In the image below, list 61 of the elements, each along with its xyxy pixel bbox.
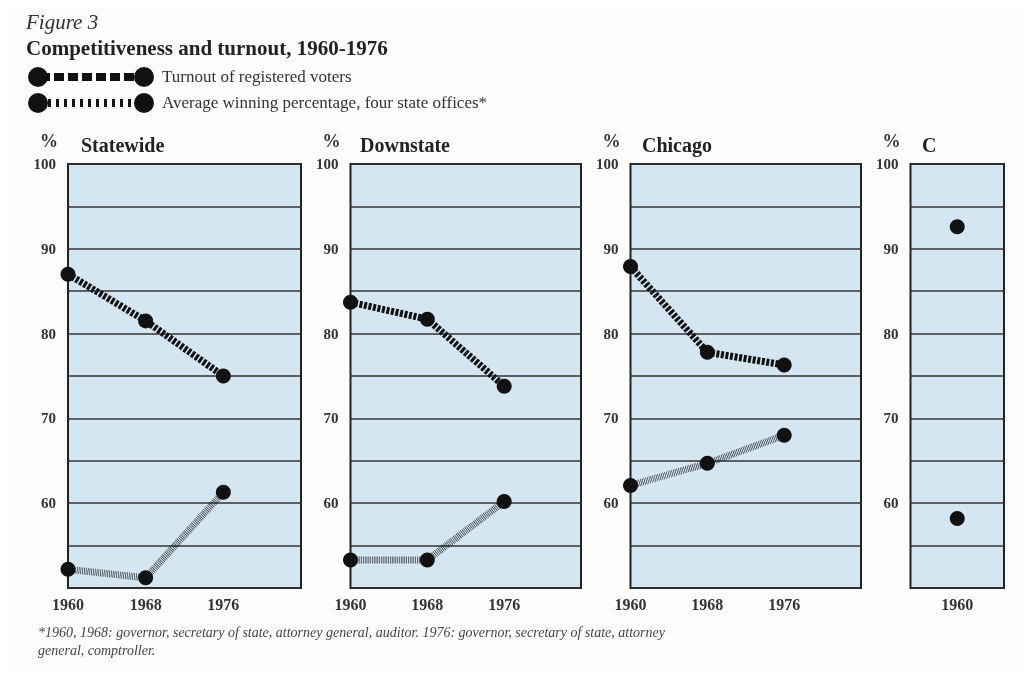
- point: [623, 477, 638, 493]
- chart-title: Downstate: [360, 134, 451, 156]
- x-tick-label: 1960: [614, 595, 647, 613]
- y-tick-label: 90: [883, 240, 899, 257]
- x-tick-label: 1968: [129, 595, 162, 613]
- x-tick-label: 1960: [52, 595, 84, 613]
- text: *1960, 1968: governor, secretary of state, attorney general, auditor. 1976: governor, secretary of state, attorney general, comptroller.: [38, 624, 666, 660]
- chart-subtitle: Competitiveness and turnout, 1960-1976: [26, 36, 388, 61]
- point: [496, 378, 512, 394]
- point: [699, 455, 715, 471]
- point: [60, 561, 76, 577]
- chart-title: Chicago: [642, 134, 712, 157]
- point: [343, 552, 358, 568]
- point: [419, 311, 435, 327]
- point: [343, 294, 358, 310]
- y-axis-title: %: [602, 131, 621, 151]
- y-tick-label: 60: [323, 495, 339, 512]
- y-tick-label: 100: [316, 156, 339, 172]
- point: [138, 313, 154, 329]
- y-tick-label: 100: [33, 156, 56, 172]
- y-axis-title: %: [40, 131, 58, 151]
- x-tick-label: 1968: [411, 595, 444, 613]
- y-tick-label: 70: [603, 410, 619, 427]
- chart-title: Statewide: [81, 134, 165, 156]
- legend-label: Average winning percentage, four state offices*: [162, 93, 488, 113]
- y-tick-label: 60: [603, 495, 619, 512]
- chart-title: C: [922, 134, 937, 156]
- x-tick-label: 1960: [941, 595, 974, 613]
- point: [215, 368, 231, 384]
- y-tick-label: 80: [603, 325, 619, 342]
- y-tick-label: 80: [883, 325, 899, 342]
- y-tick-label: 60: [883, 495, 899, 512]
- x-tick-label: 1960: [334, 595, 367, 613]
- point: [776, 427, 792, 443]
- y-tick-label: 100: [596, 156, 619, 172]
- y-tick-label: 70: [41, 410, 56, 427]
- point: [215, 484, 231, 500]
- x-tick-label: 1976: [488, 595, 521, 613]
- point: [419, 552, 435, 568]
- y-axis-title: %: [882, 131, 901, 151]
- x-tick-label: 1976: [768, 595, 801, 613]
- point: [623, 259, 638, 275]
- y-tick-label: 80: [323, 325, 339, 342]
- point: [138, 570, 154, 586]
- y-tick-label: 90: [603, 240, 619, 257]
- y-tick-label: 90: [41, 240, 56, 257]
- point: [60, 266, 76, 282]
- point: [776, 357, 792, 373]
- point: [496, 494, 512, 509]
- y-tick-label: 80: [41, 325, 56, 342]
- x-tick-label: 1968: [691, 595, 724, 613]
- y-axis-title: %: [322, 131, 341, 151]
- y-tick-label: 100: [876, 156, 899, 172]
- y-tick-label: 70: [323, 410, 339, 427]
- x-tick-label: 1976: [207, 595, 240, 613]
- y-tick-label: 70: [883, 410, 899, 427]
- legend-label: Turnout of registered voters: [162, 67, 352, 87]
- y-tick-label: 60: [41, 495, 56, 512]
- y-tick-label: 90: [323, 240, 339, 257]
- point: [699, 344, 715, 360]
- caption: Figure 3: [26, 10, 99, 35]
